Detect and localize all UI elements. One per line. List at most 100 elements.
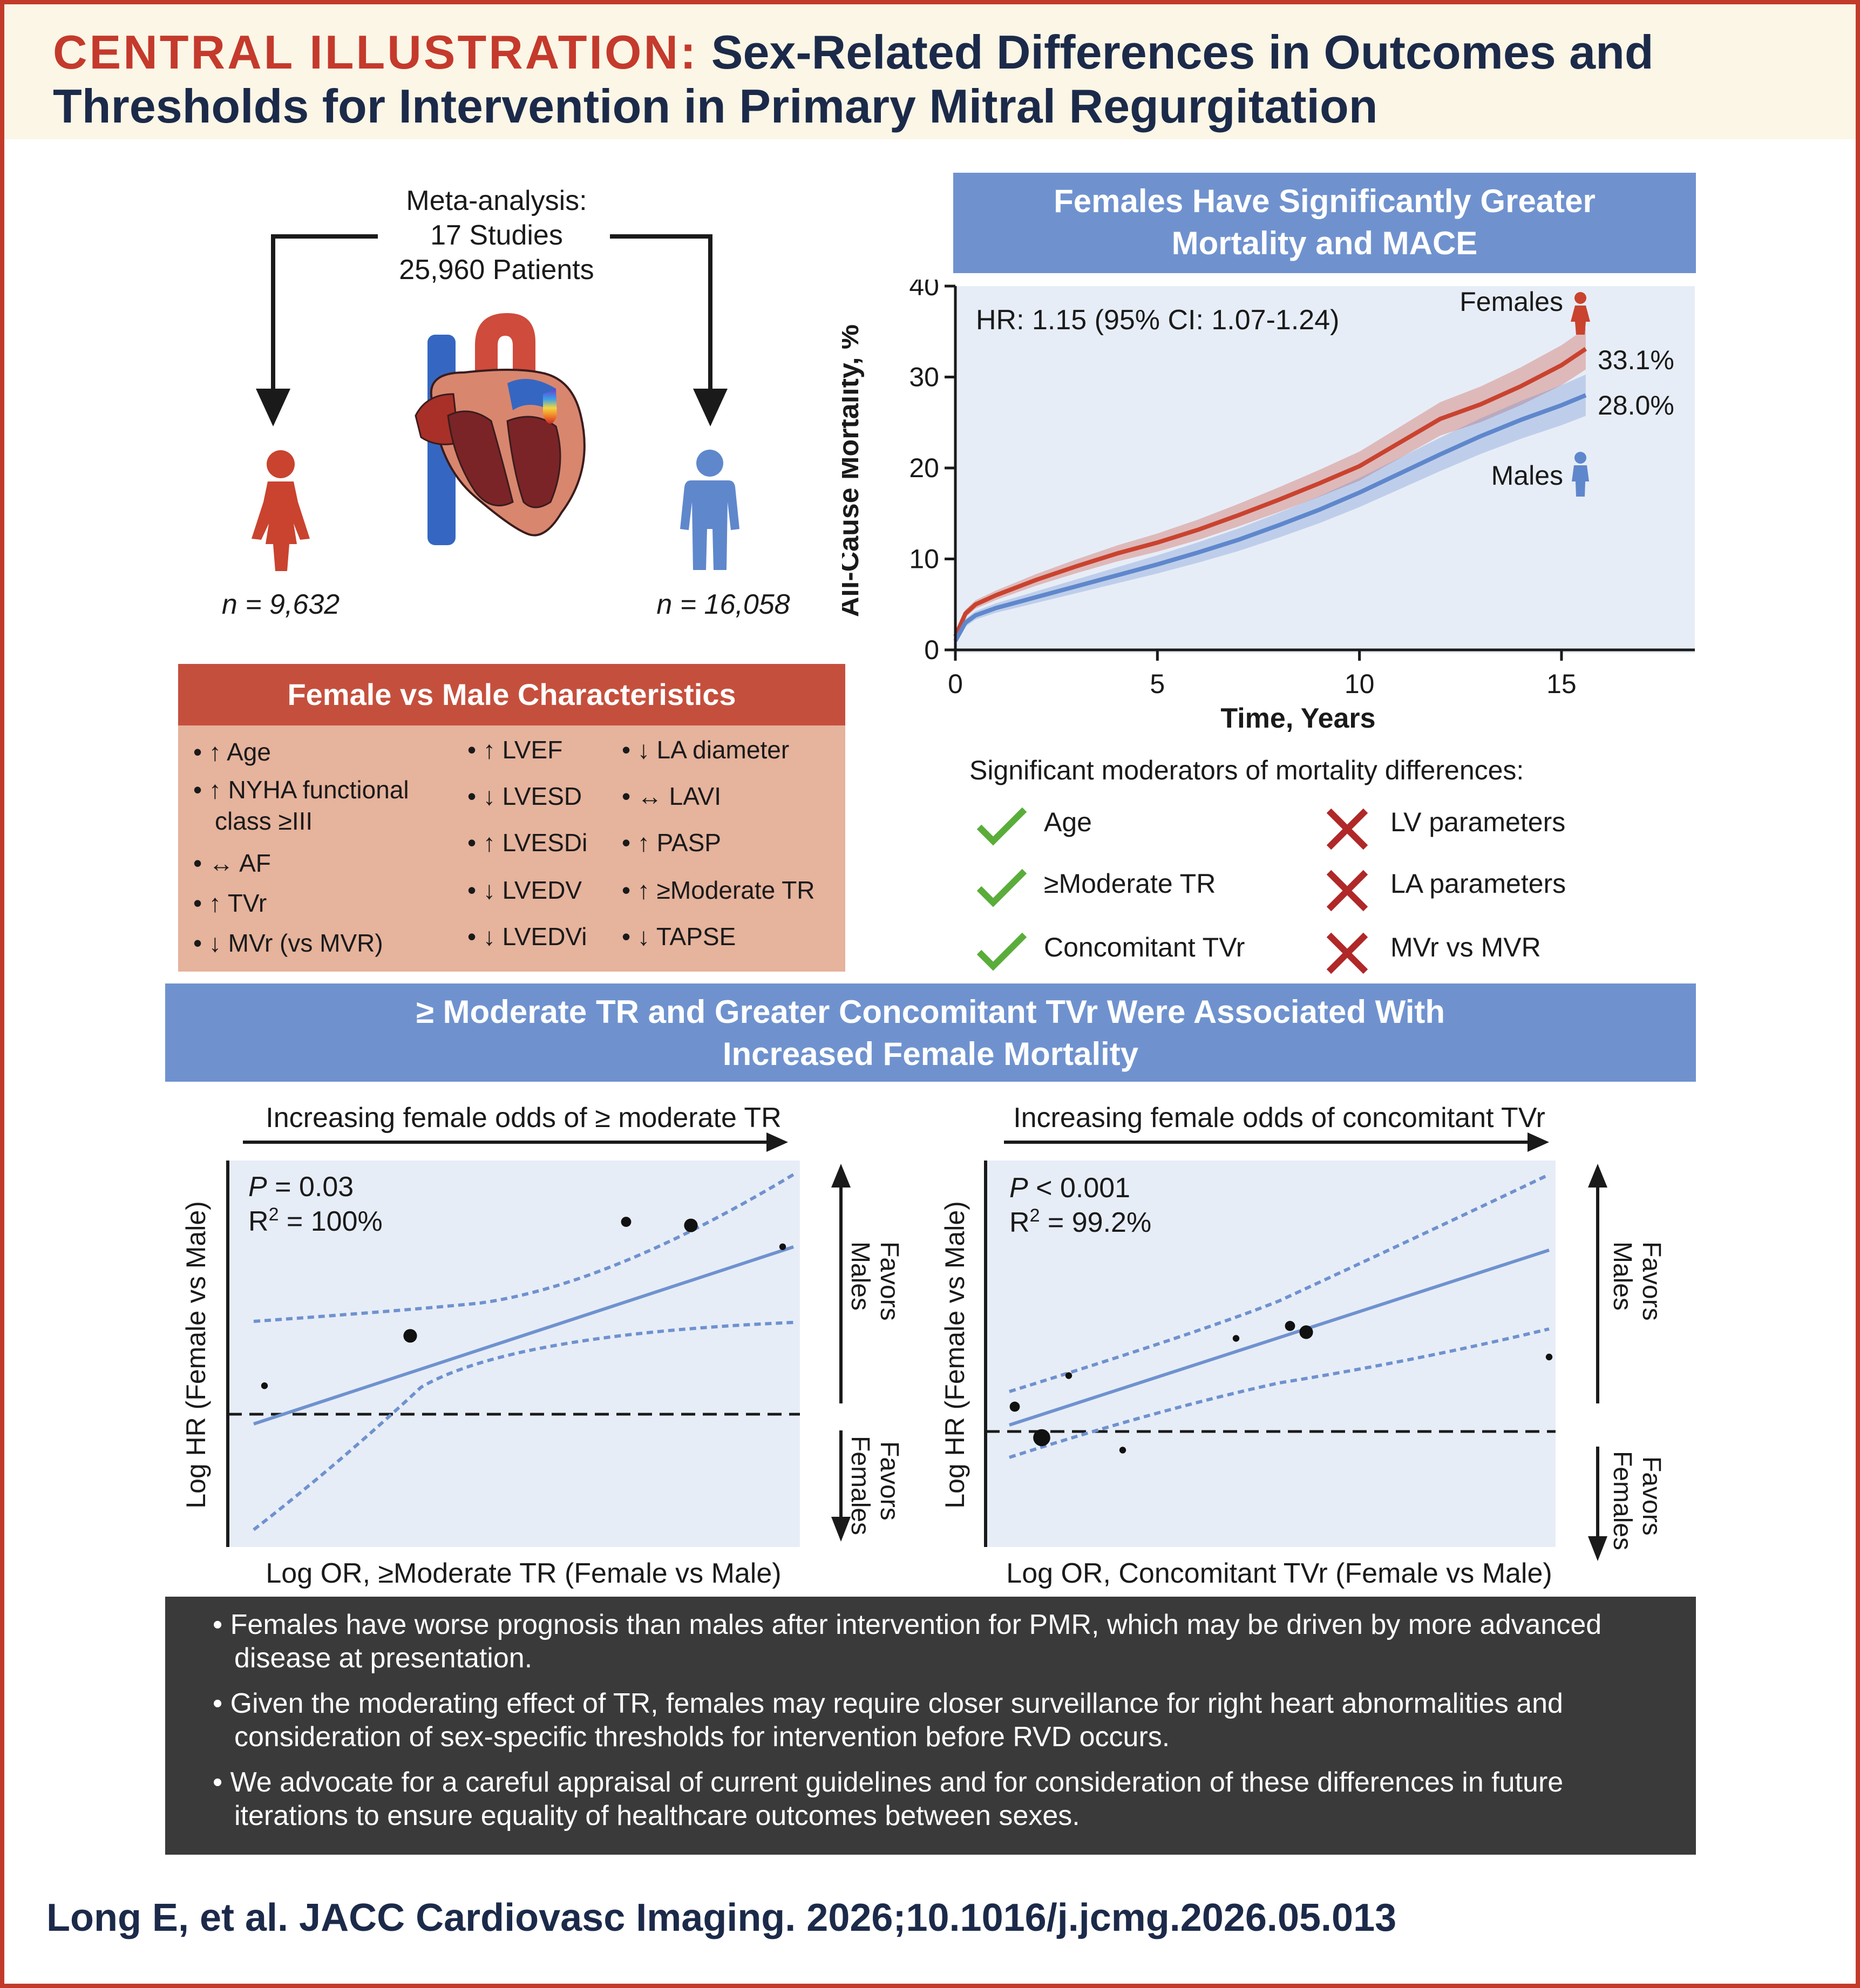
conclusion-3-line-1: • We advocate for a careful appraisal of… xyxy=(213,1767,1564,1798)
conclusion-2-line-2: consideration of sex-specific thresholds… xyxy=(234,1721,1170,1753)
cross-icon xyxy=(1326,870,1368,912)
male-person-icon xyxy=(680,450,739,570)
meta-regression-point xyxy=(403,1329,417,1343)
tvr-plot-bg xyxy=(986,1161,1556,1547)
km-hr-text: HR: 1.15 (95% CI: 1.07-1.24) xyxy=(976,304,1339,336)
tr-x-label: Log OR, ≥Moderate TR (Female vs Male) xyxy=(266,1558,781,1589)
km-x-tick-label: 5 xyxy=(1150,669,1165,699)
meta-line-1: Meta-analysis: xyxy=(406,185,587,216)
tvr-r-squared: R2 = 99.2% xyxy=(1009,1205,1151,1238)
tvr-favors-males-text-2: Males xyxy=(1608,1241,1637,1311)
km-male-icon xyxy=(1572,452,1589,497)
char-nyha: • ↑ NYHA functional xyxy=(193,776,409,804)
tvr-favors-females-arrow-head xyxy=(1588,1536,1607,1561)
tvr-top-arrow-head xyxy=(1528,1132,1549,1152)
km-females-label: Females xyxy=(1460,287,1563,317)
char-mvr: • ↓ MVr (vs MVR) xyxy=(193,929,383,957)
tr-favors-females-text-2: Females xyxy=(846,1436,874,1535)
conclusion-3-line-2: iterations to ensure equality of healthc… xyxy=(234,1800,1080,1831)
meta-regression-point xyxy=(684,1218,698,1232)
characteristics-title: Female vs Male Characteristics xyxy=(178,664,845,725)
moderator-concomitant-tvr: Concomitant TVr xyxy=(1044,932,1245,962)
char-lvef: • ↑ LVEF xyxy=(467,736,563,764)
meta-regression-point xyxy=(1545,1353,1553,1361)
arrow-head-female xyxy=(256,389,290,426)
char-lvesdi: • ↑ LVESDi xyxy=(467,829,588,857)
heart-illustration xyxy=(415,313,586,545)
meta-arrows xyxy=(256,234,728,426)
km-x-label: Time, Years xyxy=(1220,703,1375,734)
tr-favors-males-text-2: Males xyxy=(846,1241,874,1311)
tvr-regression-line xyxy=(1009,1249,1550,1427)
check-icon xyxy=(976,932,1027,971)
km-y-tick-label: 40 xyxy=(909,280,939,301)
tvr-p-value: P < 0.001 xyxy=(1009,1172,1130,1204)
arrow-to-female xyxy=(271,234,378,399)
km-line-males xyxy=(953,393,1587,642)
char-la-diameter: • ↓ LA diameter xyxy=(622,736,790,764)
char-pasp: • ↑ PASP xyxy=(622,829,721,857)
citation: Long E, et al. JACC Cardiovasc Imaging. … xyxy=(46,1896,1397,1939)
tvr-ci-lower xyxy=(1009,1327,1550,1459)
char-tvr: • ↑ TVr xyxy=(193,889,267,917)
meta-regression-point xyxy=(1033,1429,1050,1447)
km-line-females xyxy=(953,347,1587,637)
km-chart: 0 10 20 30 40 0 5 10 15 All-Cause Mortality, % T… xyxy=(842,280,1695,734)
tvr-y-label: Log HR (Female vs Male) xyxy=(940,1201,970,1509)
conclusion-1-line-1: • Females have worse prognosis than male… xyxy=(213,1609,1602,1640)
km-y-tick-label: 10 xyxy=(909,544,939,574)
page-title-line-2: Thresholds for Intervention in Primary M… xyxy=(53,79,1378,133)
km-y-tick-label: 30 xyxy=(909,362,939,392)
tr-ci-lower xyxy=(253,1321,794,1531)
km-ci-band-females xyxy=(955,328,1586,640)
km-x-tick-label: 15 xyxy=(1546,669,1577,699)
check-icon xyxy=(976,807,1027,846)
km-y-tick-label: 0 xyxy=(924,635,939,665)
tvr-favors-females-text-1: Favors xyxy=(1637,1456,1666,1536)
tvr-favors-females-text-2: Females xyxy=(1608,1451,1637,1550)
characteristics-box: • ↑ Age • ↑ NYHA functional class ≥III •… xyxy=(178,725,845,972)
char-tapse: • ↓ TAPSE xyxy=(622,922,736,951)
char-lvedvi: • ↓ LVEDVi xyxy=(467,922,587,951)
char-moderate-tr: • ↑ ≥Moderate TR xyxy=(622,876,815,904)
mortality-title-2: Mortality and MACE xyxy=(1171,225,1478,261)
title-text-1: Sex-Related Differences in Outcomes and xyxy=(711,25,1654,79)
km-plot-bg xyxy=(955,286,1695,653)
arrow-to-male xyxy=(610,234,712,399)
regression-title-1: ≥ Moderate TR and Greater Concomitant TV… xyxy=(416,994,1445,1030)
cross-icon xyxy=(1326,808,1368,850)
moderators-title: Significant moderators of mortality diff… xyxy=(969,755,1524,785)
mortality-title: Females Have Significantly Greater Morta… xyxy=(953,173,1696,273)
char-age: • ↑ Age xyxy=(193,738,271,766)
tvr-favors-males-text-1: Favors xyxy=(1637,1241,1666,1321)
tvr-ci-upper xyxy=(1009,1173,1550,1393)
tr-top-arrow-head xyxy=(766,1132,788,1152)
tr-favors-females-arrow-head xyxy=(831,1517,851,1542)
tr-top-label: Increasing female odds of ≥ moderate TR xyxy=(266,1102,781,1134)
char-nyha-cont: class ≥III xyxy=(215,807,313,835)
tvr-x-label: Log OR, Concomitant TVr (Female vs Male) xyxy=(1006,1558,1552,1589)
male-n: n = 16,058 xyxy=(656,589,790,620)
arrow-head-male xyxy=(693,389,728,426)
km-female-icon xyxy=(1571,292,1590,335)
conclusions-box: • Females have worse prognosis than male… xyxy=(165,1597,1696,1855)
meta-analysis-text: Meta-analysis: 17 Studies 25,960 Patient… xyxy=(335,184,659,287)
meta-regression-point xyxy=(621,1217,632,1227)
central-illustration-label: CENTRAL ILLUSTRATION: xyxy=(53,25,698,79)
tvr-favors-males-arrow-head xyxy=(1588,1164,1607,1188)
meta-regression-tvr: Increasing female odds of concomitant TV… xyxy=(940,1102,1666,1589)
moderator-mvr-vs-mvr: MVr vs MVR xyxy=(1390,932,1541,962)
moderator-moderate-tr: ≥Moderate TR xyxy=(1044,869,1216,899)
tr-p-value: P = 0.03 xyxy=(248,1171,354,1203)
tr-y-label: Log HR (Female vs Male) xyxy=(181,1201,211,1509)
meta-regression-tr: Increasing female odds of ≥ moderate TR … xyxy=(181,1102,904,1589)
check-icon xyxy=(976,869,1027,907)
meta-regression-point xyxy=(1009,1401,1020,1412)
meta-regression-point xyxy=(1232,1335,1240,1342)
moderator-la-parameters: LA parameters xyxy=(1390,869,1566,899)
conclusion-1-line-2: disease at presentation. xyxy=(234,1643,533,1674)
meta-regression-point xyxy=(261,1382,268,1389)
tvr-top-label: Increasing female odds of concomitant TV… xyxy=(1013,1102,1545,1134)
female-n: n = 9,632 xyxy=(221,589,340,620)
